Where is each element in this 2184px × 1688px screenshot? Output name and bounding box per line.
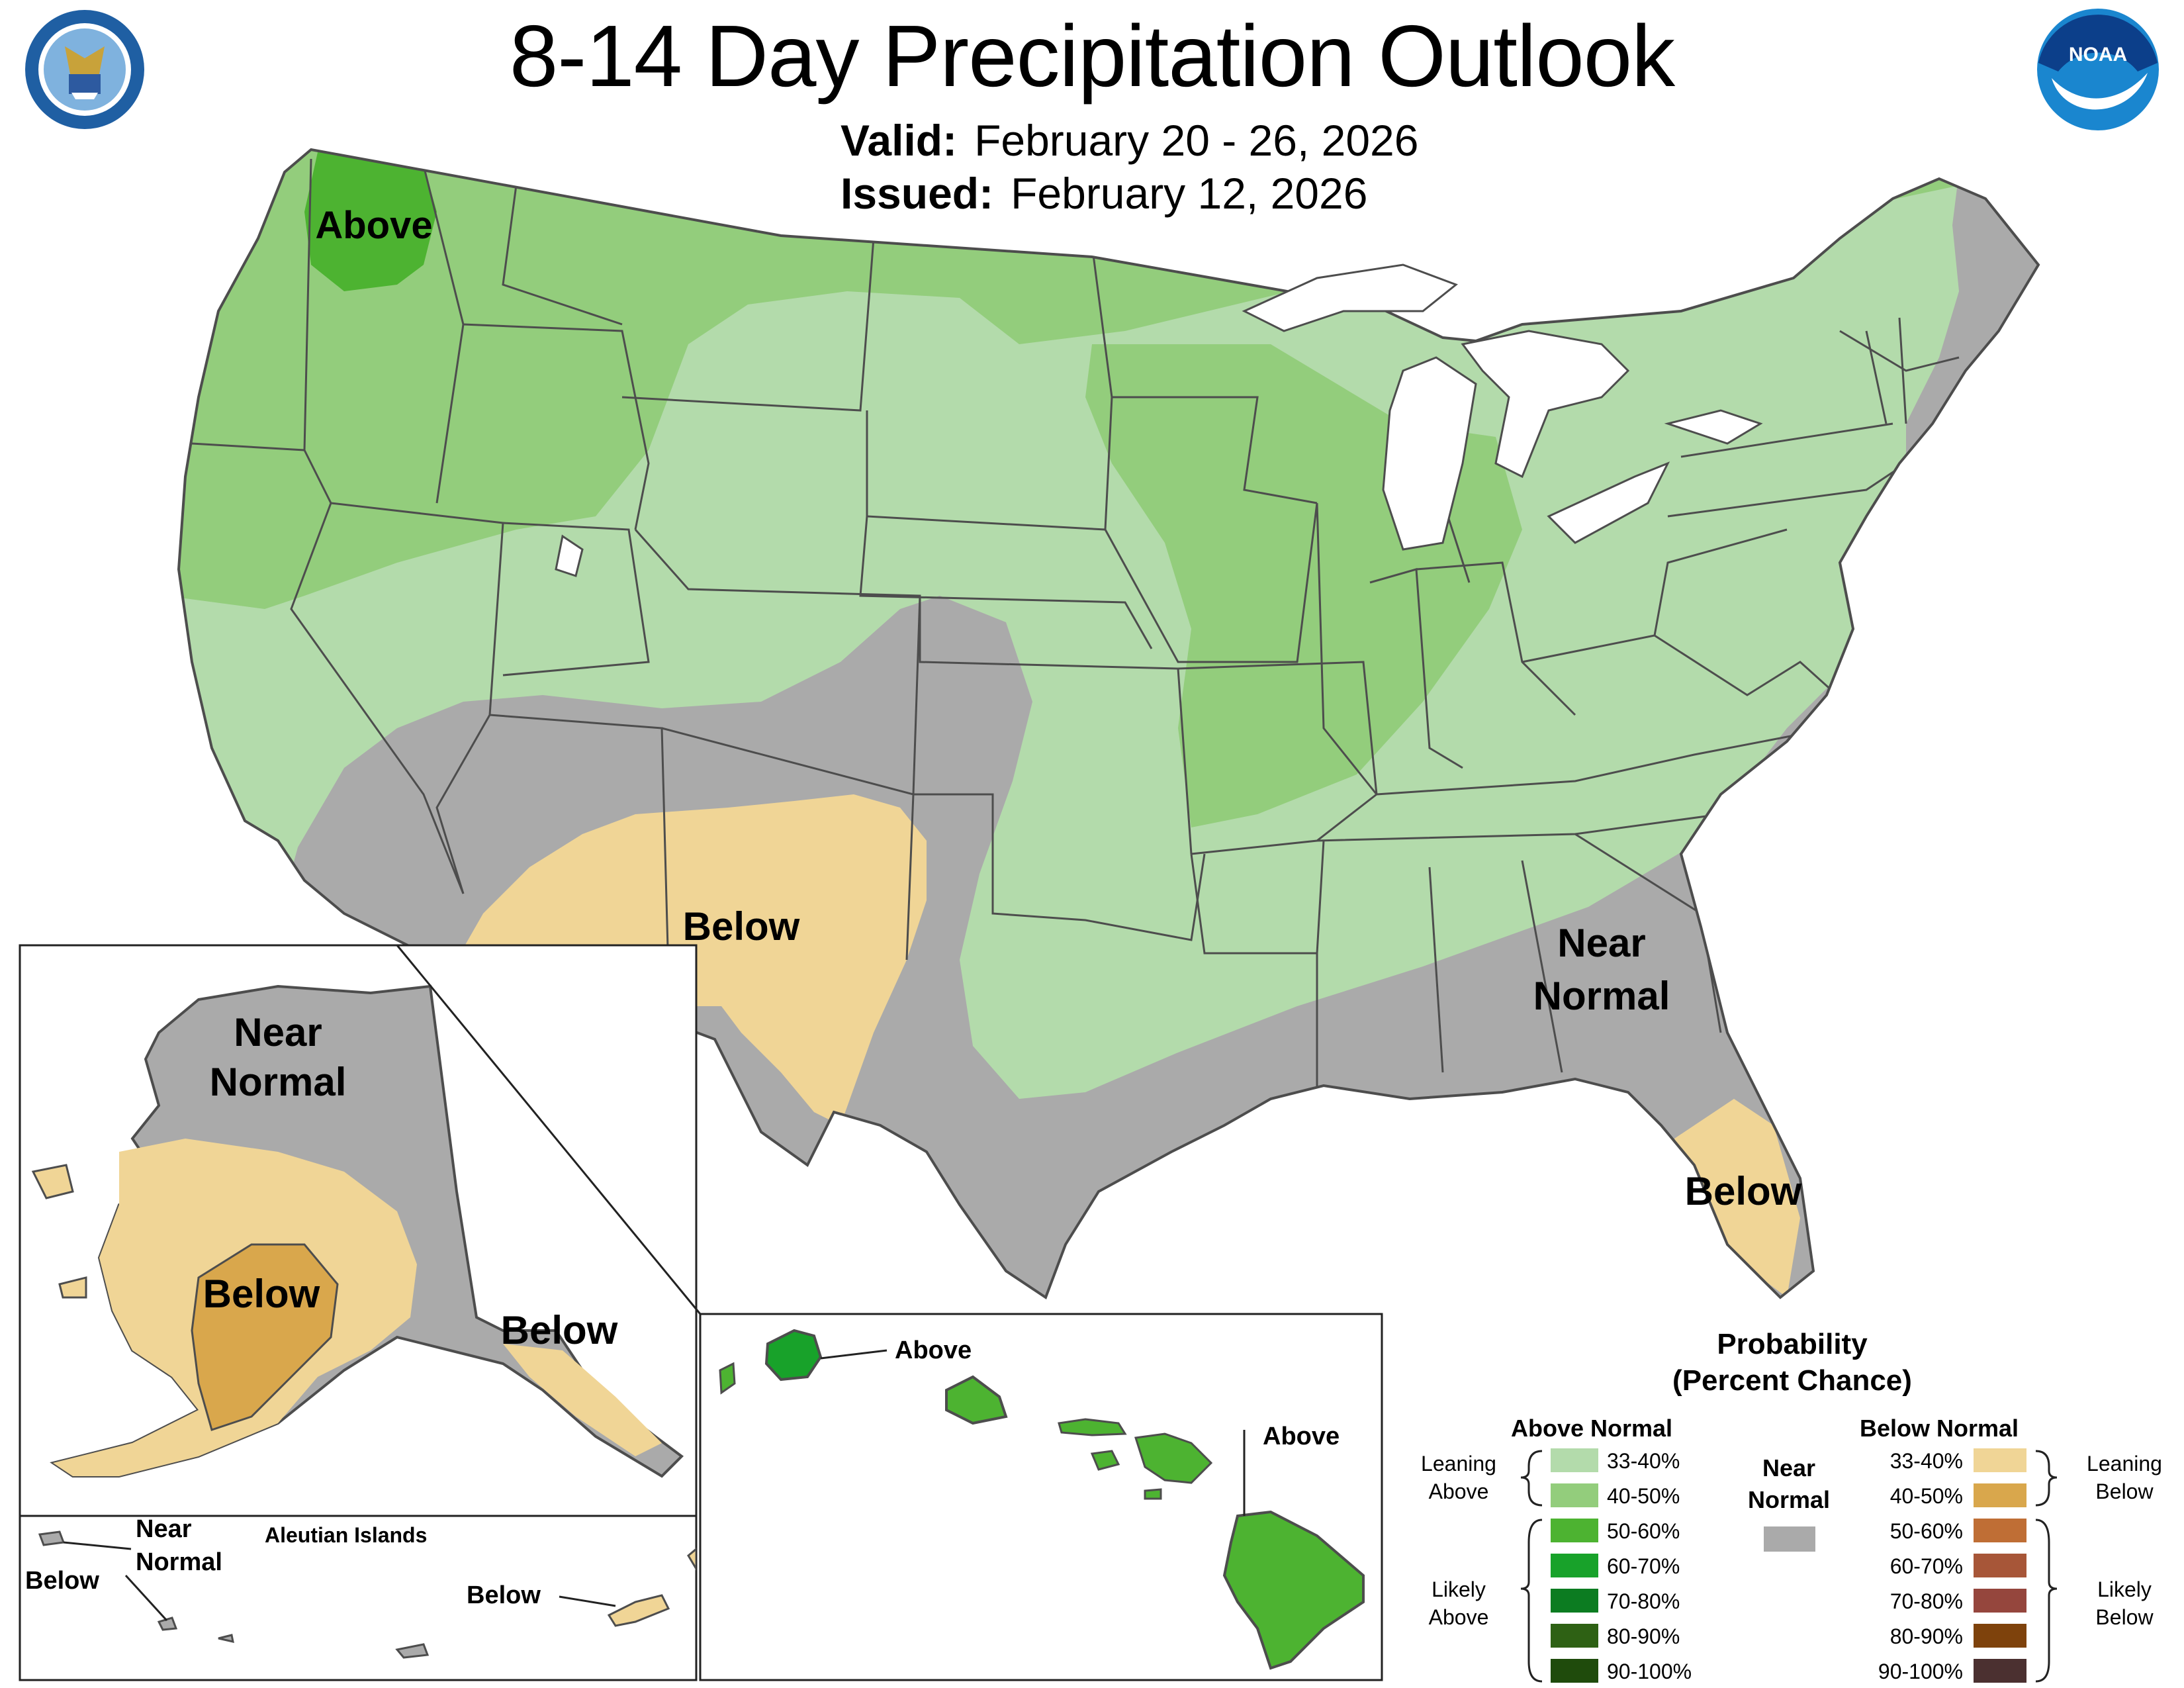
label-near-normal-se-1: Near (1557, 921, 1645, 965)
legend-below-range-3: 60-70% (1890, 1554, 1963, 1578)
island-maui (1134, 1432, 1213, 1484)
region-below-33-40-fl (1674, 1099, 1800, 1297)
island-kauai (764, 1329, 823, 1382)
aleutian-near-normal-1: Near (136, 1515, 192, 1543)
commerce-seal-logo (25, 10, 144, 129)
valid-dates: February 20 - 26, 2026 (974, 116, 1419, 165)
aleutian-below-west: Below (25, 1567, 99, 1595)
island-niihau (719, 1362, 736, 1395)
legend-above-range-4: 70-80% (1607, 1589, 1680, 1613)
legend-title-1: Probability (1717, 1328, 1868, 1360)
swatch-near-normal (1764, 1526, 1815, 1552)
legend-above-header: Above Normal (1511, 1415, 1672, 1442)
issued-line: Issued: February 12, 2026 (841, 167, 1367, 220)
legend-above-range-2: 50-60% (1607, 1519, 1680, 1543)
legend-below-header: Below Normal (1860, 1415, 2019, 1442)
legend-near-2: Normal (1748, 1486, 1830, 1513)
label-near-normal-se-2: Normal (1533, 974, 1670, 1018)
island-molokai (1058, 1418, 1127, 1436)
legend: Probability (Percent Chance) Above Norma… (1421, 1328, 2162, 1683)
legend-above-range-6: 90-100% (1607, 1660, 1692, 1683)
legend-leaning-above-2: Above (1429, 1479, 1489, 1503)
swatch-below-33-40 (1974, 1448, 2026, 1472)
label-below-fl: Below (1685, 1169, 1802, 1213)
legend-likely-below-2: Below (2095, 1605, 2154, 1629)
island-lanai (1090, 1450, 1120, 1471)
alaska-below-40-50 (191, 1243, 339, 1431)
label-hi-above-kauai: Above (895, 1336, 972, 1364)
swatch-above-60-70 (1551, 1554, 1598, 1577)
legend-likely-above-2: Above (1429, 1605, 1489, 1629)
island-oahu (945, 1375, 1008, 1425)
label-ak-near-normal-2: Normal (210, 1060, 347, 1104)
noaa-logo: NOAA (2037, 9, 2159, 130)
legend-above-range-0: 33-40% (1607, 1449, 1680, 1473)
legend-leaning-below-1: Leaning (2087, 1452, 2162, 1476)
issued-label: Issued: (841, 169, 994, 218)
swatch-above-70-80 (1551, 1589, 1598, 1613)
valid-label: Valid: (841, 116, 958, 165)
legend-below-range-4: 70-80% (1890, 1589, 1963, 1613)
swatch-below-90-100 (1974, 1659, 2026, 1683)
swatch-above-90-100 (1551, 1659, 1598, 1683)
swatch-below-70-80 (1974, 1589, 2026, 1613)
aleutian-inset: Aleutian Islands Near Normal Below Below (19, 1515, 698, 1681)
region-near-normal-ne (1906, 172, 2038, 477)
alaska-inset: Near Normal Below Below (19, 944, 698, 1517)
aleutian-near-normal-2: Normal (136, 1548, 222, 1576)
swatch-below-60-70 (1974, 1554, 2026, 1577)
legend-above-range-5: 80-90% (1607, 1624, 1680, 1648)
legend-below-range-1: 40-50% (1890, 1484, 1963, 1508)
island-kahoolawe (1144, 1488, 1162, 1500)
noaa-logo-text: NOAA (2069, 44, 2127, 66)
swatch-above-80-90 (1551, 1624, 1598, 1648)
swatch-above-50-60 (1551, 1519, 1598, 1542)
label-ak-below-sw: Below (203, 1272, 320, 1316)
valid-line: Valid: February 20 - 26, 2026 (841, 114, 1418, 167)
swatch-above-33-40 (1551, 1448, 1598, 1472)
legend-above-range-1: 40-50% (1607, 1484, 1680, 1508)
legend-likely-above-1: Likely (1432, 1577, 1486, 1601)
legend-below-range-2: 50-60% (1890, 1519, 1963, 1543)
legend-leaning-below-2: Below (2095, 1479, 2154, 1503)
island-big-island (1222, 1510, 1365, 1670)
label-ak-near-normal-1: Near (234, 1010, 322, 1055)
page-title: 8-14 Day Precipitation Outlook (509, 7, 1675, 105)
state-borders (191, 158, 1960, 1092)
legend-near-1: Near (1762, 1454, 1815, 1481)
swatch-below-40-50 (1974, 1483, 2026, 1507)
alaska-panhandle-below (503, 1344, 662, 1456)
legend-leaning-above-1: Leaning (1421, 1452, 1496, 1476)
legend-above-range-3: 60-70% (1607, 1554, 1680, 1578)
aleutian-title: Aleutian Islands (265, 1523, 427, 1547)
label-below-sw: Below (683, 904, 800, 949)
label-ak-below-se: Below (501, 1308, 618, 1352)
legend-likely-below-1: Likely (2097, 1577, 2152, 1601)
legend-below-range-6: 90-100% (1878, 1660, 1963, 1683)
aleutian-below-east: Below (467, 1581, 541, 1609)
legend-below-range-0: 33-40% (1890, 1449, 1963, 1473)
swatch-below-50-60 (1974, 1519, 2026, 1542)
legend-title-2: (Percent Chance) (1672, 1364, 1912, 1397)
swatch-below-80-90 (1974, 1624, 2026, 1648)
label-above-nw: Above (315, 204, 432, 247)
swatch-above-40-50 (1551, 1483, 1598, 1507)
legend-below-range-5: 80-90% (1890, 1624, 1963, 1648)
hawaii-inset: Above Above (699, 1313, 1383, 1681)
great-lakes (555, 263, 1763, 577)
region-above-50-60-wa (304, 152, 437, 291)
label-hi-above-big-island: Above (1263, 1423, 1340, 1450)
issued-date: February 12, 2026 (1011, 169, 1368, 218)
